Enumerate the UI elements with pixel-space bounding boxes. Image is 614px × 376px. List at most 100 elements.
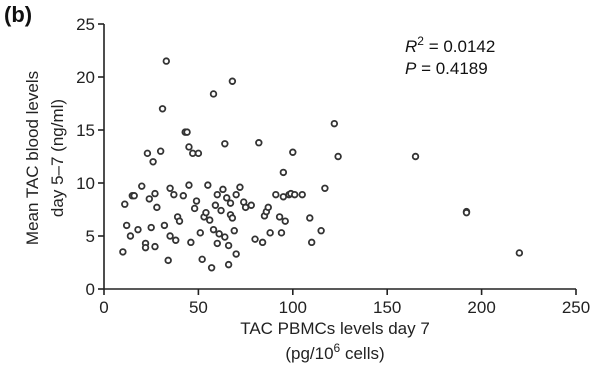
- y-axis-title-line2: day 5–7 (ng/ml): [48, 99, 67, 217]
- data-point: [126, 232, 135, 240]
- data-point: [175, 217, 184, 225]
- data-point: [147, 223, 155, 232]
- x-tick-label: 50: [189, 298, 208, 317]
- x-axis-title-line1: TAC PBMCs levels day 7: [240, 319, 430, 338]
- data-point: [213, 190, 221, 199]
- data-point: [247, 201, 255, 209]
- data-point: [334, 152, 342, 161]
- x-axis-title-line2: (pg/106 cells): [285, 341, 384, 363]
- y-tick-label: 0: [86, 280, 95, 299]
- data-point: [226, 199, 235, 207]
- x-axis-unit-prefix: (pg/10: [285, 344, 333, 363]
- data-point: [160, 221, 169, 230]
- x-tick-label: 150: [373, 298, 401, 317]
- data-point: [277, 229, 286, 237]
- data-point: [224, 241, 233, 250]
- data-point: [306, 214, 314, 222]
- data-point: [134, 225, 142, 234]
- data-point: [321, 184, 329, 192]
- data-point: [298, 190, 306, 199]
- data-point: [279, 193, 288, 201]
- data-point: [228, 214, 237, 222]
- data-point: [138, 182, 146, 190]
- data-point: [228, 77, 237, 85]
- data-point: [206, 216, 214, 224]
- data-point: [204, 181, 212, 189]
- data-point: [307, 238, 316, 247]
- data-point: [141, 243, 150, 252]
- data-point: [236, 183, 244, 191]
- data-point: [172, 236, 180, 244]
- r-squared-text: R2 = 0.0142: [405, 34, 495, 56]
- data-point: [219, 185, 227, 194]
- y-tick-label: 15: [76, 121, 95, 140]
- data-point: [255, 139, 263, 147]
- data-point: [119, 248, 127, 256]
- p-symbol: P: [405, 59, 417, 78]
- data-point: [166, 184, 174, 192]
- data-point: [179, 192, 187, 200]
- data-point: [198, 255, 206, 264]
- data-point: [162, 57, 171, 65]
- data-point: [166, 232, 174, 240]
- data-point: [209, 90, 218, 98]
- data-point: [515, 249, 524, 257]
- r2-superscript: 2: [417, 34, 424, 48]
- data-point: [317, 226, 325, 235]
- y-tick-label: 10: [76, 174, 95, 193]
- r2-value: = 0.0142: [424, 37, 495, 56]
- data-point: [187, 238, 195, 247]
- data-point: [217, 206, 225, 215]
- data-point: [258, 238, 267, 247]
- y-tick-label: 25: [76, 15, 95, 34]
- data-point: [213, 239, 221, 248]
- data-point: [290, 190, 299, 199]
- data-point: [189, 149, 197, 158]
- axes: [103, 24, 576, 290]
- x-axis-unit-superscript: 6: [334, 341, 341, 355]
- data-point: [232, 250, 240, 258]
- data-point: [281, 217, 289, 225]
- data-point: [170, 190, 178, 199]
- data-point: [185, 143, 193, 151]
- data-point: [289, 148, 297, 156]
- data-point: [411, 152, 420, 161]
- data-point: [183, 128, 191, 136]
- data-point: [143, 149, 152, 158]
- p-value: = 0.4189: [416, 59, 487, 78]
- data-point: [145, 195, 154, 203]
- data-point: [185, 181, 193, 189]
- panel-label: (b): [4, 2, 32, 27]
- data-point: [272, 190, 280, 199]
- y-axis-title: Mean TAC blood levels day 5–7 (ng/ml): [23, 71, 67, 245]
- data-point: [209, 225, 218, 234]
- data-point: [156, 147, 165, 155]
- x-axis-title: TAC PBMCs levels day 7 (pg/106 cells): [240, 319, 430, 363]
- data-point: [153, 203, 161, 212]
- data-point: [122, 221, 131, 230]
- p-value-text: P = 0.4189: [405, 59, 488, 78]
- x-tick-label: 100: [279, 298, 307, 317]
- ticks: 0 50 100 150 200 250 0 5 10 15 20 25: [76, 15, 590, 317]
- data-points: [119, 57, 524, 272]
- data-point: [151, 189, 159, 198]
- x-axis-unit-suffix: cells): [340, 344, 384, 363]
- data-point: [207, 264, 216, 272]
- data-point: [223, 194, 231, 202]
- data-point: [196, 229, 204, 237]
- data-point: [264, 203, 272, 212]
- data-point: [221, 233, 229, 241]
- data-point: [232, 190, 240, 199]
- data-point: [151, 242, 159, 251]
- data-point: [251, 235, 259, 243]
- r2-symbol: R: [405, 37, 417, 56]
- data-point: [149, 158, 157, 166]
- x-tick-label: 250: [562, 298, 590, 317]
- data-point: [192, 197, 201, 205]
- data-point: [241, 203, 250, 212]
- data-point: [158, 105, 167, 113]
- y-tick-label: 5: [86, 227, 95, 246]
- data-point: [266, 229, 274, 237]
- x-tick-label: 200: [467, 298, 495, 317]
- data-point: [202, 208, 210, 217]
